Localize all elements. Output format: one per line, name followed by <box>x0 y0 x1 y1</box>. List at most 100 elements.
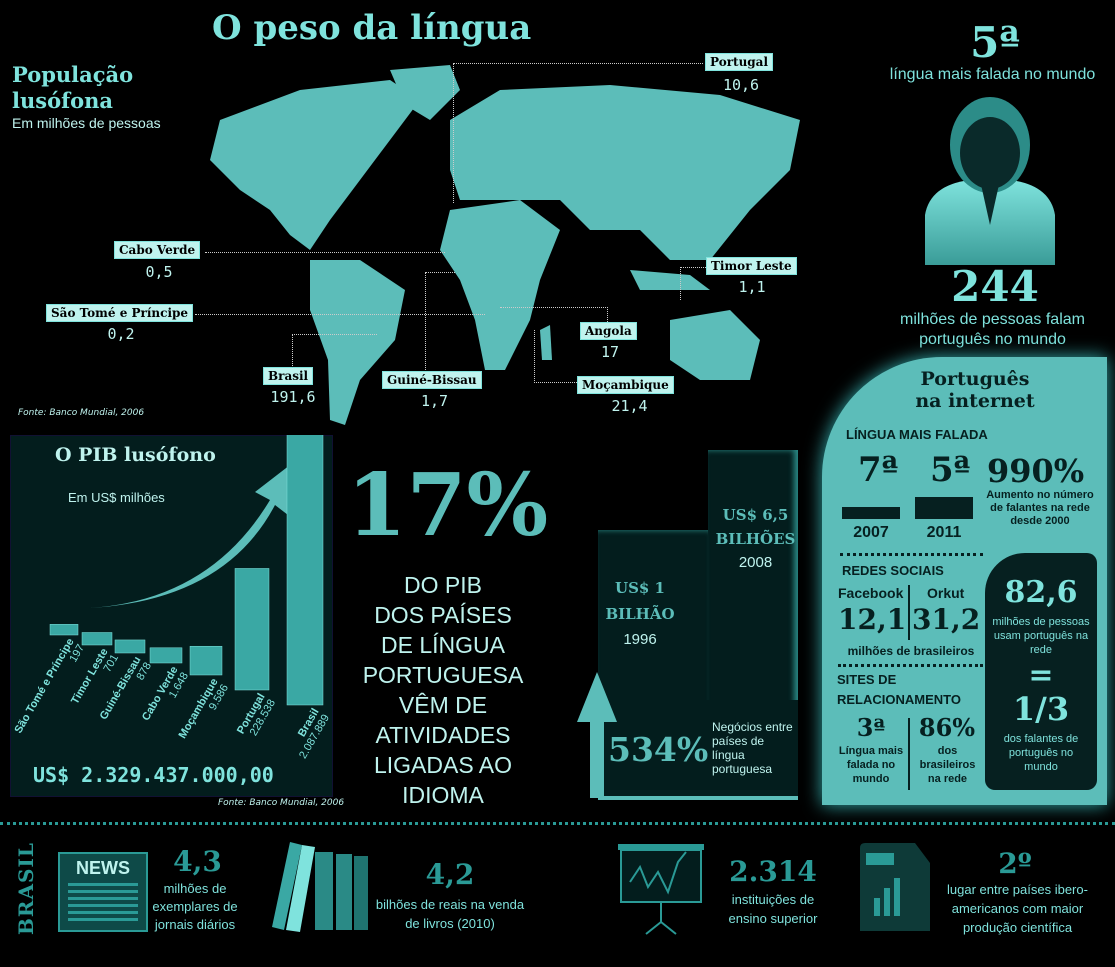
internet-growth-caption: Aumento no número de falantes na rede de… <box>986 489 1094 527</box>
pib-total: US$ 2.329.437.000,00 <box>33 763 274 787</box>
science-caption: lugar entre países ibero-americanos com … <box>947 882 1088 935</box>
trade-growth-caption: Negócios entre países de língua portugue… <box>712 720 793 776</box>
map-north-america <box>210 80 420 250</box>
rank-bar-2011 <box>915 497 973 519</box>
trade-growth: 534% <box>608 730 709 769</box>
pib-source: Fonte: Banco Mundial, 2006 <box>218 798 345 808</box>
population-title-line: População <box>12 62 134 87</box>
trade-1996-unit: BILHÃO <box>605 605 675 623</box>
rank-2011: 5ª <box>930 450 971 490</box>
share-line: DO PIB <box>404 572 482 598</box>
map-madagascar <box>540 325 552 360</box>
trade-2008-year: 2008 <box>738 554 773 571</box>
sites-rank: 3ª <box>856 713 886 742</box>
rank-value: 5ª <box>970 18 1020 67</box>
population-subtitle: Em milhões de pessoas <box>12 115 161 131</box>
share-line: DE LÍNGUA <box>381 632 505 658</box>
map-europe-asia <box>450 85 800 260</box>
country-value-guine-bissau: 1,7 <box>420 392 449 410</box>
leader-timor <box>680 267 706 300</box>
orkut-label: Orkut <box>927 585 965 601</box>
share-line: LIGADAS AO <box>373 752 513 778</box>
leader-guine-bissau <box>425 272 455 372</box>
divider <box>840 553 983 556</box>
speakers-caption: milhões de pessoas falam português no mu… <box>870 310 1115 350</box>
facebook-value: 12,1 <box>838 603 907 636</box>
bar-brasil <box>286 435 324 706</box>
bar-category-label: São Tomé e Príncipe <box>13 637 77 736</box>
trade-2008-value: US$ 6,5 <box>722 506 789 524</box>
trade-1996-label: US$ 1 BILHÃO 1996 <box>600 575 680 653</box>
country-value-brasil: 191,6 <box>270 388 316 406</box>
books-caption: bilhões de reais na venda de livros (201… <box>375 897 525 931</box>
sites-header: SITES DE RELACIONAMENTO <box>837 670 961 710</box>
country-value-portugal: 10,6 <box>722 76 760 94</box>
country-label-guine-bissau: Guiné-Bissau <box>382 371 482 389</box>
social-header: REDES SOCIAIS <box>842 563 944 578</box>
country-label-timor: Timor Leste <box>706 257 797 275</box>
map-australia <box>670 310 760 380</box>
pib-subtitle: Em US$ milhões <box>68 490 165 505</box>
social-caption: milhões de brasileiros <box>847 644 975 658</box>
divider <box>908 585 910 640</box>
year-2007: 2007 <box>853 524 889 541</box>
country-label-mocambique: Moçambique <box>577 376 674 394</box>
population-title: População lusófona <box>12 62 133 114</box>
rank-caption: língua mais falada no mundo <box>889 66 1096 83</box>
institutions-value: 2.314 <box>729 855 817 888</box>
speakers-value: 244 <box>951 262 1039 311</box>
institutions-caption: instituições de ensino superior <box>728 892 818 926</box>
bar-label: Portugal228.538 <box>235 692 278 743</box>
users-caption: milhões de pessoas usam português na red… <box>992 616 1090 656</box>
speakers-caption-line: milhões de pessoas falam <box>900 311 1085 328</box>
bar-label: Brasil2.087.889 <box>287 707 332 761</box>
year-2011: 2011 <box>926 524 962 541</box>
country-label-sao-tome: São Tomé e Príncipe <box>46 304 194 322</box>
map-africa <box>440 200 560 370</box>
country-label-cabo-verde: Cabo Verde <box>114 241 201 259</box>
map-south-america <box>310 260 405 425</box>
population-title-line: lusófona <box>12 88 113 113</box>
internet-title-line: Português <box>920 368 1030 390</box>
map-greenland <box>390 65 460 120</box>
share-line: DOS PAÍSES <box>374 602 512 628</box>
lingua-header: LÍNGUA MAIS FALADA <box>846 427 988 442</box>
bar-s-o-tom-e-pr-ncipe <box>49 624 79 636</box>
sites-rank-caption: Língua mais falada no mundo <box>838 745 904 785</box>
bar-timor-leste <box>81 632 113 646</box>
chart-board-icon <box>618 844 704 935</box>
country-value-angola: 17 <box>600 343 620 361</box>
page-title: O peso da língua <box>212 8 532 48</box>
trade-2008-unit: BILHÕES <box>715 530 796 548</box>
country-label-portugal: Portugal <box>705 53 774 71</box>
country-label-brasil: Brasil <box>263 367 314 385</box>
pib-title: O PIB lusófono <box>55 444 216 466</box>
speakers-caption-line: português no mundo <box>919 331 1066 348</box>
bar-cabo-verde <box>149 647 183 664</box>
users-box <box>985 553 1097 790</box>
sites-header-line: SITES DE <box>837 672 897 687</box>
bar-portugal <box>234 568 270 691</box>
internet-title-line: na internet <box>915 390 1035 412</box>
sites-pct: 86% <box>918 713 976 742</box>
sites-pct-caption: dos brasileiros na rede <box>919 745 976 785</box>
country-value-timor: 1,1 <box>738 278 766 296</box>
divider <box>908 718 910 790</box>
country-value-sao-tome: 0,2 <box>107 325 135 343</box>
leader-cabo-verde <box>205 252 445 253</box>
leader-sao-tome <box>195 314 485 315</box>
share-line: VÊM DE <box>398 692 488 718</box>
trade-1996-year: 1996 <box>623 631 657 648</box>
internet-title: Português na internet <box>860 368 1090 412</box>
map-indonesia <box>630 270 710 290</box>
rank-bar-2007 <box>842 507 900 519</box>
internet-growth: 990% <box>987 452 1085 490</box>
share-big: 17% <box>346 455 549 556</box>
newspaper-icon-text: NEWS <box>76 858 130 878</box>
bar-chart-document-icon <box>860 843 930 931</box>
trade-base <box>598 700 798 800</box>
arrow-up-icon <box>577 672 617 798</box>
trade-1996-value: US$ 1 <box>614 579 665 597</box>
footer-divider <box>0 822 1115 825</box>
